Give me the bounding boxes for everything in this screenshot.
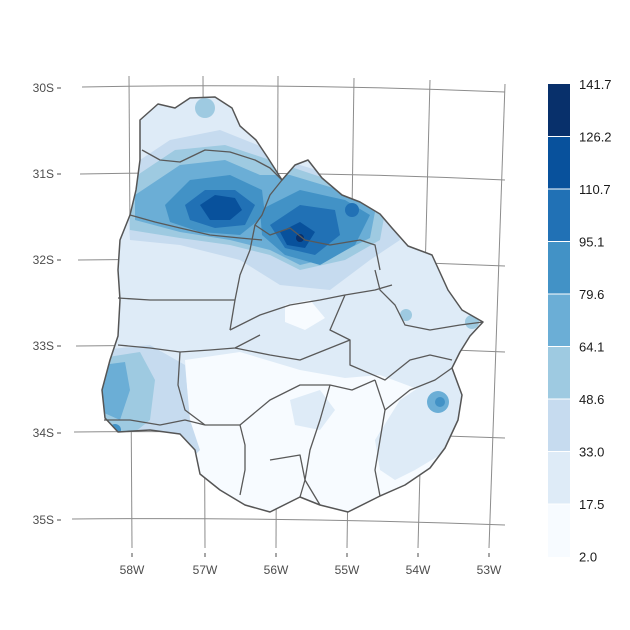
legend-swatches (548, 84, 570, 557)
boundary-maldonado (374, 379, 386, 497)
parallel-30s (81, 85, 506, 93)
lat-label: 32S (33, 253, 54, 267)
legend-break-label: 110.7 (579, 182, 611, 197)
contour-northeast-peak (296, 234, 304, 242)
lat-label: 35S (33, 513, 54, 527)
boundary-rocha (384, 367, 453, 411)
contour-southwest-spot (143, 443, 167, 467)
legend-swatch (548, 136, 570, 190)
lon-label: 56W (264, 563, 289, 577)
boundary-salto-paysandu (129, 214, 263, 241)
legend-break-label: 141.7 (579, 77, 612, 92)
lat-label: 34S (33, 426, 54, 440)
contour-central-low (285, 300, 325, 330)
boundary-durazno-florida (234, 339, 351, 361)
boundary-canelones (269, 454, 306, 498)
legend-break-label: 64.1 (579, 340, 604, 355)
legend-break-label: 2.0 (579, 550, 597, 565)
lat-label: 31S (33, 167, 54, 181)
boundary-paysandu-rionegro (117, 297, 235, 301)
contour-southeast-core (435, 397, 445, 407)
contour-east-edge-spot (465, 315, 479, 329)
contour-south-center-medium (290, 390, 335, 430)
lon-label: 55W (335, 563, 360, 577)
lon-label: 58W (120, 563, 145, 577)
lon-label: 54W (406, 563, 431, 577)
legend-break-label: 33.0 (579, 445, 604, 460)
legend-break-label: 48.6 (579, 392, 604, 407)
boundary-tacuarembo (229, 224, 256, 331)
contour-east-small-spot (400, 309, 412, 321)
contour-southwest-core (109, 424, 121, 436)
boundary-soriano (117, 334, 261, 353)
lat-label: 33S (33, 339, 54, 353)
legend-break-label: 95.1 (579, 235, 604, 250)
legend-swatch (548, 399, 570, 452)
contour-north-tip-spot (195, 98, 215, 118)
legend-swatch (548, 451, 570, 505)
department-boundaries (104, 149, 484, 506)
latitude-axis: 30S 31S 32S 33S 34S 35S (33, 81, 61, 527)
boundary-durazno-north (229, 284, 393, 331)
boundary-artigas-salto (141, 149, 283, 181)
parallel-35s (71, 518, 506, 526)
boundary-treinta-tres (329, 294, 453, 381)
longitude-axis: 58W 57W 56W 55W 54W 53W (120, 553, 502, 577)
contour-east-spot (345, 203, 359, 217)
boundary-colonia (104, 419, 206, 426)
meridian-53w (488, 83, 506, 549)
legend-swatch (548, 294, 570, 347)
legend-swatch (548, 84, 570, 137)
legend-swatch (548, 241, 570, 295)
boundary-rivera (254, 179, 381, 271)
contour-west-strong (102, 362, 130, 420)
legend-break-label: 79.6 (579, 287, 604, 302)
legend: 141.7 126.2 110.7 95.1 79.6 64.1 48.6 33.0 17.5 2… (548, 77, 612, 565)
legend-swatch (548, 346, 570, 400)
lon-label: 53W (477, 563, 502, 577)
boundary-lavalleja (304, 384, 331, 506)
boundary-flores-florida (177, 351, 206, 426)
legend-swatch (548, 504, 570, 557)
legend-labels: 141.7 126.2 110.7 95.1 79.6 64.1 48.6 33.0 17.5 2… (548, 77, 612, 565)
uruguay-outline (101, 96, 484, 513)
lon-label: 57W (193, 563, 218, 577)
boundary-san-jose (205, 424, 246, 496)
legend-break-label: 17.5 (579, 497, 604, 512)
legend-swatch (548, 189, 570, 242)
boundary-florida-canelones (239, 379, 376, 426)
legend-break-label: 126.2 (579, 130, 612, 145)
lat-label: 30S (33, 81, 54, 95)
boundary-cerro-largo (374, 269, 484, 331)
contour-northwest-core-3 (200, 195, 242, 220)
